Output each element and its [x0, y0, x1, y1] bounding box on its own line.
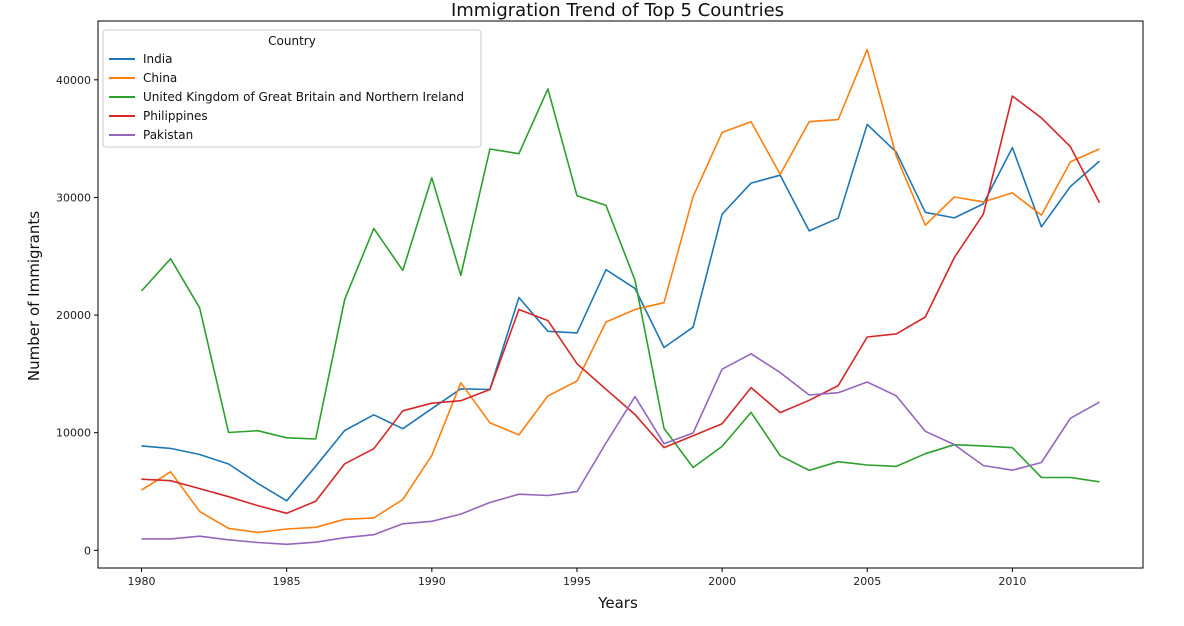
y-tick-label: 30000 [56, 191, 91, 204]
y-axis: 0 10000 20000 30000 40000 [56, 74, 98, 557]
legend-box [102, 29, 482, 148]
series-line-pakistan [141, 352, 1100, 546]
legend-label-united-kingdom-of-great-britain-and-northern-ireland: United Kingdom of Great Britain and Nort… [143, 90, 464, 104]
x-tick-label: 1995 [563, 575, 591, 588]
chart-title: Immigration Trend of Top 5 Countries [451, 0, 784, 21]
x-tick-label: 2000 [708, 575, 736, 588]
series-line-china [141, 48, 1100, 534]
x-tick-label: 2010 [998, 575, 1026, 588]
x-tick-label: 1990 [418, 575, 446, 588]
y-tick-label: 10000 [56, 427, 91, 440]
series-line-philippines [141, 95, 1101, 515]
x-tick-label: 1980 [128, 575, 156, 588]
x-tick-label: 2005 [853, 575, 881, 588]
y-tick-label: 20000 [56, 309, 91, 322]
series-layer [140, 48, 1101, 546]
legend-label-philippines: Philippines [143, 109, 208, 123]
legend-title: Country [268, 34, 316, 48]
legend-label-pakistan: Pakistan [143, 128, 193, 142]
legend: Country India China United Kingdom of Grea… [102, 29, 482, 148]
x-axis-title: Years [597, 594, 638, 612]
y-tick-label: 40000 [56, 74, 91, 87]
y-axis-title: Number of Immigrants [25, 211, 43, 381]
plot-area [97, 20, 1144, 569]
series-line-united-kingdom-of-great-britain-and-northern-ireland [140, 88, 1100, 483]
series-line-india [141, 123, 1101, 502]
x-axis: 1980 1985 1990 1995 2000 2005 2010 [128, 568, 1026, 588]
legend-label-china: China [143, 71, 177, 85]
y-tick-label: 0 [84, 544, 91, 557]
x-tick-label: 1985 [273, 575, 301, 588]
legend-label-india: India [143, 52, 172, 66]
